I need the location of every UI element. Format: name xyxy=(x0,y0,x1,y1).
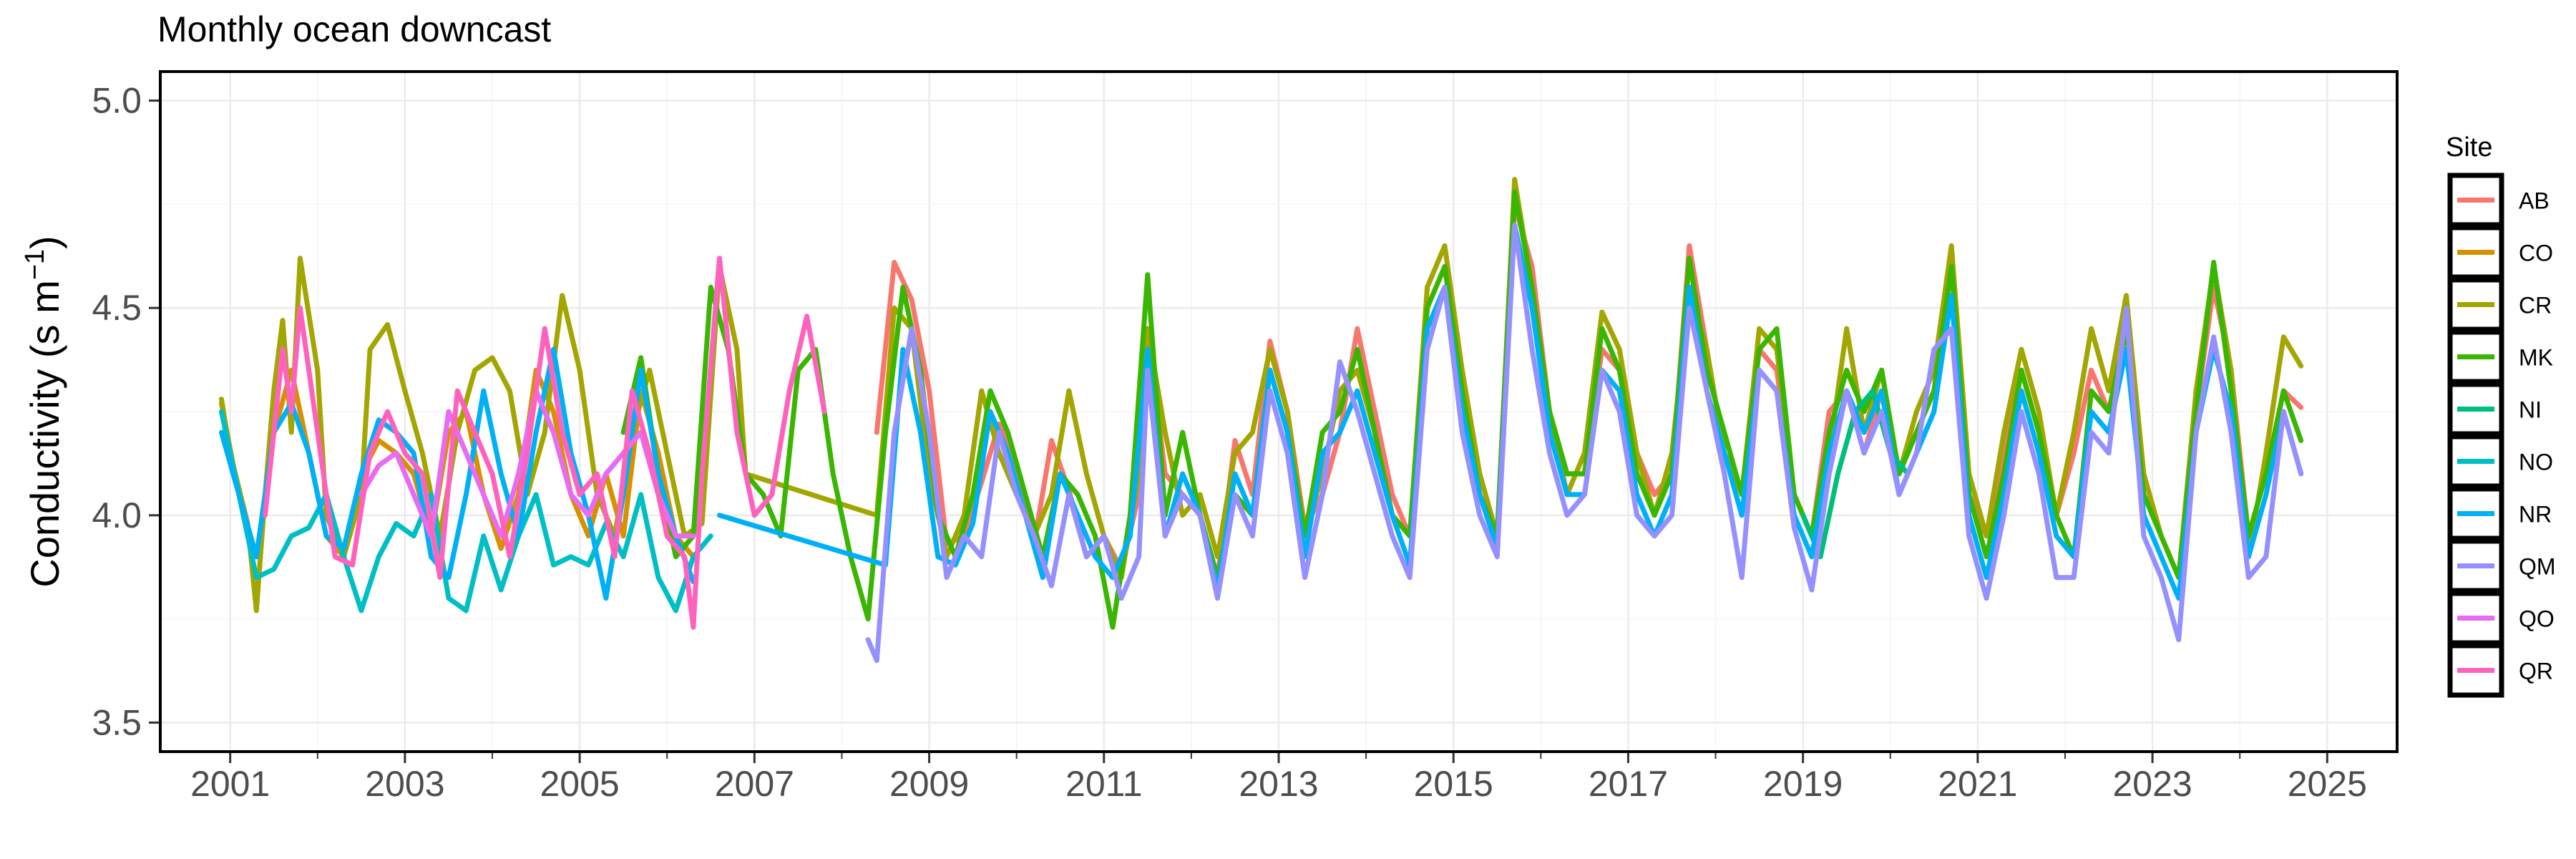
legend-label: MK xyxy=(2519,345,2553,371)
legend-label: NI xyxy=(2519,397,2542,423)
series-line-mk xyxy=(620,189,2304,630)
legend-label: QR xyxy=(2519,659,2553,684)
legend-label: AB xyxy=(2519,188,2550,214)
legend-item-qo: QO xyxy=(2447,591,2555,646)
series-co xyxy=(219,367,696,560)
legend-title: Site xyxy=(2446,132,2492,162)
legend-label: CR xyxy=(2519,293,2552,319)
series-no xyxy=(219,409,713,613)
x-tick-label: 2013 xyxy=(1239,764,1318,804)
legend-item-cr: CR xyxy=(2447,277,2552,332)
series-line-qo xyxy=(358,388,696,539)
y-axis-title-close: ) xyxy=(22,236,67,249)
legend-item-no: NO xyxy=(2447,434,2553,489)
x-axis: 2001 2003 2005 2007 2009 2011 2013 2015 2017 2019… xyxy=(190,753,2367,804)
x-tick-label: 2009 xyxy=(889,764,969,804)
x-tick-label: 2015 xyxy=(1414,764,1493,804)
y-tick-label: 3.5 xyxy=(92,702,142,742)
legend-label: NO xyxy=(2519,450,2553,475)
series-lines xyxy=(219,177,2304,664)
legend-item-nr: NR xyxy=(2447,486,2552,541)
series-line-co xyxy=(219,367,696,560)
x-tick-label: 2007 xyxy=(715,764,794,804)
y-axis: 3.5 4.0 4.5 5.0 xyxy=(92,81,159,742)
legend-label: NR xyxy=(2519,502,2552,528)
plot-border xyxy=(159,70,2399,753)
legend-item-ab: AB xyxy=(2447,173,2550,228)
legend-label: QM xyxy=(2519,554,2556,580)
series-qm xyxy=(865,222,2304,664)
y-tick-label: 4.5 xyxy=(92,288,142,328)
series-line-qm xyxy=(865,222,2304,664)
series-line-qr xyxy=(263,256,827,630)
x-tick-label: 2017 xyxy=(1589,764,1668,804)
series-line-no xyxy=(219,409,713,613)
x-tick-label: 2003 xyxy=(365,764,444,804)
series-qo xyxy=(358,388,696,539)
legend-item-ni: NI xyxy=(2447,382,2542,437)
x-tick-label: 2021 xyxy=(1938,764,2017,804)
y-axis-title-main: Conductivity (s m xyxy=(22,280,67,587)
legend-entries: AB CO CR MK NI NO NR QM QO QR xyxy=(2447,173,2556,698)
y-tick-label: 5.0 xyxy=(92,81,142,121)
series-mk xyxy=(620,189,2304,630)
chart-title: Monthly ocean downcast xyxy=(157,9,551,49)
legend: Site AB CO CR MK NI NO NR QM QO QR xyxy=(2446,132,2556,698)
y-tick-label: 4.0 xyxy=(92,495,142,535)
y-axis-title-superscript: −1 xyxy=(20,249,50,280)
x-tick-label: 2001 xyxy=(190,764,270,804)
x-tick-label: 2005 xyxy=(540,764,620,804)
legend-item-qr: QR xyxy=(2447,643,2553,698)
legend-label: CO xyxy=(2519,241,2553,266)
legend-item-mk: MK xyxy=(2447,329,2553,384)
y-axis-title: Conductivity (s m−1) xyxy=(20,236,67,587)
legend-item-qm: QM xyxy=(2447,538,2556,593)
x-tick-label: 2011 xyxy=(1065,764,1143,804)
series-qr xyxy=(263,256,827,630)
x-tick-label: 2019 xyxy=(1763,764,1843,804)
x-tick-label: 2025 xyxy=(2288,764,2367,804)
legend-item-co: CO xyxy=(2447,225,2553,280)
legend-label: QO xyxy=(2519,606,2555,632)
x-tick-label: 2023 xyxy=(2112,764,2192,804)
gridlines xyxy=(160,72,2397,752)
